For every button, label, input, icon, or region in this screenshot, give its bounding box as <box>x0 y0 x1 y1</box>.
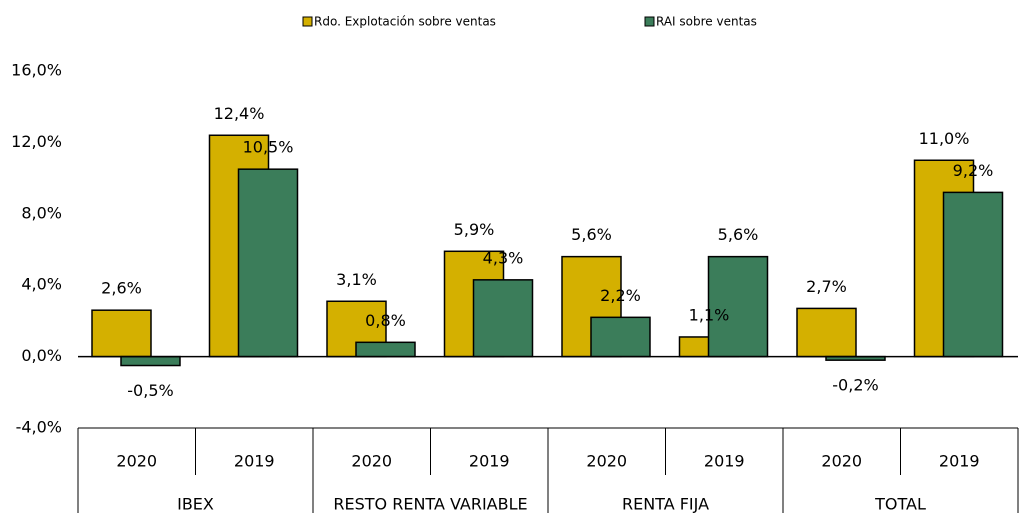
y-tick-label: 8,0% <box>21 203 62 222</box>
bar <box>590 316 651 358</box>
bar <box>237 168 299 358</box>
legend-label: RAI sobre ventas <box>656 15 757 29</box>
data-label: 11,0% <box>919 129 970 148</box>
data-label: 2,7% <box>806 277 847 296</box>
data-label: 9,2% <box>953 161 994 180</box>
group-label: RENTA FIJA <box>622 495 709 513</box>
data-label: 10,5% <box>243 138 294 157</box>
data-label: 5,6% <box>718 225 759 244</box>
data-label: 0,8% <box>365 311 406 330</box>
legend-swatch <box>302 16 313 27</box>
legend-label: Rdo. Explotación sobre ventas <box>314 15 496 29</box>
bar <box>120 355 181 367</box>
x-tick-label: 2019 <box>704 452 745 471</box>
x-tick-label: 2019 <box>469 452 510 471</box>
x-tick-label: 2020 <box>586 452 627 471</box>
x-tick-label: 2019 <box>234 452 275 471</box>
bar <box>472 279 534 358</box>
y-tick-label: -4,0% <box>16 418 62 437</box>
x-tick-label: 2020 <box>116 452 157 471</box>
data-label: 12,4% <box>214 104 265 123</box>
data-label: -0,2% <box>832 376 878 395</box>
y-tick-label: 4,0% <box>21 275 62 294</box>
data-label: -0,5% <box>127 381 173 400</box>
legend-swatch <box>644 16 655 27</box>
data-label: 3,1% <box>336 270 377 289</box>
data-label: 2,2% <box>600 286 641 305</box>
data-label: 5,6% <box>571 225 612 244</box>
data-label: 5,9% <box>454 220 495 239</box>
bar <box>942 191 1004 358</box>
y-tick-label: 16,0% <box>11 61 62 80</box>
group-label: RESTO RENTA VARIABLE <box>333 495 527 513</box>
x-tick-label: 2019 <box>939 452 980 471</box>
y-tick-label: 12,0% <box>11 132 62 151</box>
x-tick-label: 2020 <box>351 452 392 471</box>
data-label: 2,6% <box>101 279 142 298</box>
bar <box>796 307 857 358</box>
y-tick-label: 0,0% <box>21 346 62 365</box>
bar <box>355 341 416 358</box>
group-label: IBEX <box>177 495 214 513</box>
bar <box>91 309 152 358</box>
group-label: TOTAL <box>874 495 926 513</box>
data-label: 1,1% <box>689 305 730 324</box>
x-tick-label: 2020 <box>821 452 862 471</box>
data-label: 4,3% <box>483 248 524 267</box>
